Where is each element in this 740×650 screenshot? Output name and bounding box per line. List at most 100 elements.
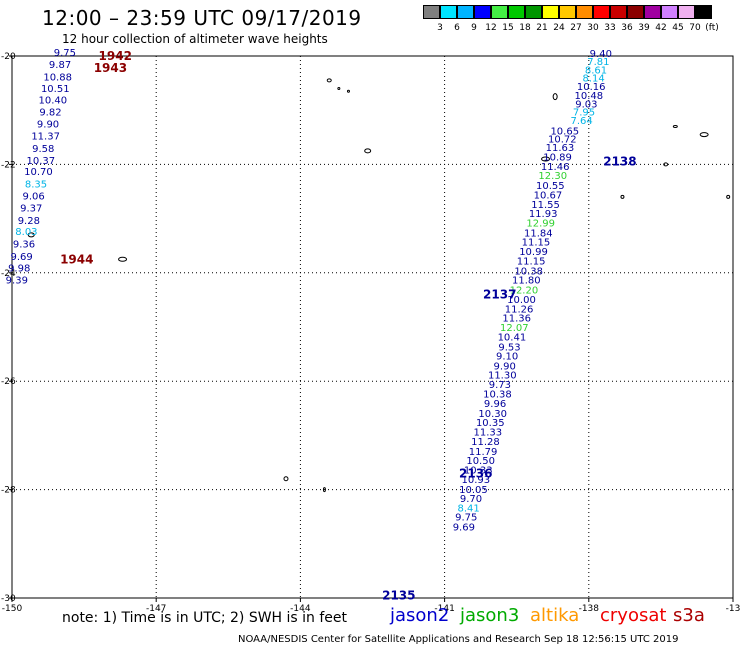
swh-observation-label: 11.93 bbox=[529, 209, 558, 220]
legend-bin-label: 33 bbox=[604, 23, 616, 33]
swh-observation-label: 7.81 bbox=[587, 57, 609, 68]
pass-time-label: 2135 bbox=[382, 588, 415, 602]
legend-bin-label: (ft) bbox=[705, 23, 719, 33]
swh-observation-label: 8.35 bbox=[25, 180, 47, 191]
island-outline bbox=[620, 194, 625, 199]
swh-observation-label: 11.55 bbox=[531, 200, 560, 211]
pass-time-label: 1944 bbox=[60, 252, 93, 266]
lat-tick-label: -24 bbox=[1, 269, 16, 279]
legend-swatch bbox=[559, 5, 576, 19]
island-outline bbox=[541, 156, 551, 162]
pass-time-label: 2138 bbox=[603, 155, 636, 169]
swh-observation-label: 10.55 bbox=[536, 181, 565, 192]
legend-bin-label: 18 bbox=[519, 23, 531, 33]
island-outline bbox=[364, 148, 372, 154]
swh-observation-label: 9.40 bbox=[590, 49, 612, 60]
swh-observation-label: 9.10 bbox=[496, 352, 518, 363]
legend-bin-label: 42 bbox=[655, 23, 667, 33]
swh-observation-label: 10.99 bbox=[519, 247, 548, 258]
legend-bin-label: 45 bbox=[672, 23, 684, 33]
swh-observation-label: 8.41 bbox=[458, 503, 480, 514]
legend-bin-label: 70 bbox=[689, 23, 701, 33]
swh-observation-label: 10.38 bbox=[514, 266, 543, 277]
legend-swatch bbox=[678, 5, 695, 19]
swh-observation-label: 9.98 bbox=[8, 264, 30, 275]
pass-time-label: 2137 bbox=[483, 287, 516, 301]
legend-bin-label: 30 bbox=[587, 23, 599, 33]
legend-swatch bbox=[474, 5, 491, 19]
swh-observation-label: 9.39 bbox=[6, 276, 28, 287]
swh-observation-label: 11.37 bbox=[31, 131, 60, 142]
legend-bin-label: 6 bbox=[454, 23, 460, 33]
legend-swatch bbox=[457, 5, 474, 19]
lon-tick-label: -147 bbox=[146, 604, 166, 614]
swh-observation-label: 11.15 bbox=[517, 257, 546, 268]
swh-observation-label: 10.93 bbox=[462, 475, 491, 486]
lon-tick-label: -150 bbox=[2, 604, 23, 614]
legend-swatch bbox=[423, 5, 440, 19]
swh-observation-label: 10.00 bbox=[507, 295, 536, 306]
pass-time-label: 1942 bbox=[99, 49, 132, 63]
units-note: note: 1) Time is in UTC; 2) SWH is in fe… bbox=[62, 610, 348, 626]
swh-observation-label: 11.36 bbox=[502, 314, 531, 325]
legend-swatch bbox=[627, 5, 644, 19]
legend-bin-label: 15 bbox=[502, 23, 514, 33]
island-outline bbox=[27, 232, 35, 238]
island-outline bbox=[283, 476, 289, 482]
swh-observation-label: 9.90 bbox=[37, 120, 59, 131]
swh-observation-label: 9.82 bbox=[39, 108, 61, 119]
swh-observation-label: 11.15 bbox=[522, 238, 551, 249]
pass-time-label: 1943 bbox=[94, 61, 127, 75]
swh-observation-label: 10.88 bbox=[43, 72, 72, 83]
swh-observation-label: 9.73 bbox=[489, 380, 511, 391]
swh-observation-label: 10.37 bbox=[27, 156, 56, 167]
island-outline bbox=[726, 194, 731, 199]
swh-observation-label: 9.37 bbox=[20, 204, 42, 215]
satellite-legend-item: s3a bbox=[673, 605, 705, 626]
swh-observation-label: 10.70 bbox=[24, 167, 53, 178]
swh-observation-label: 11.30 bbox=[488, 370, 517, 381]
swh-observation-label: 10.48 bbox=[574, 91, 603, 102]
island-outline bbox=[346, 89, 350, 93]
page-title: 12:00 – 23:59 UTC 09/17/2019 bbox=[42, 6, 362, 30]
legend-swatch bbox=[644, 5, 661, 19]
swh-observation-label: 9.03 bbox=[575, 99, 597, 110]
legend-swatch bbox=[576, 5, 593, 19]
swh-observation-label: 7.95 bbox=[573, 108, 595, 119]
swh-observation-label: 8.03 bbox=[15, 227, 37, 238]
island-outline bbox=[552, 93, 558, 101]
legend-swatch bbox=[695, 5, 712, 19]
swh-observation-label: 9.58 bbox=[32, 144, 54, 155]
swh-observation-label: 12.20 bbox=[510, 285, 539, 296]
swh-observation-label: 10.35 bbox=[476, 418, 505, 429]
swh-observation-label: 10.41 bbox=[498, 333, 527, 344]
swh-observation-label: 10.40 bbox=[39, 96, 68, 107]
swh-observation-label: 11.46 bbox=[541, 162, 570, 173]
island-outline bbox=[672, 124, 678, 128]
island-outline bbox=[322, 487, 326, 493]
legend-swatch bbox=[610, 5, 627, 19]
satellite-legend-item: jason3 bbox=[460, 605, 520, 626]
swh-observation-label: 9.75 bbox=[54, 48, 76, 59]
swh-observation-label: 12.99 bbox=[526, 219, 555, 230]
swh-observation-label: 9.69 bbox=[453, 522, 475, 533]
credit-footer: NOAA/NESDIS Center for Satellite Applica… bbox=[238, 634, 679, 645]
swh-observation-label: 9.90 bbox=[494, 361, 516, 372]
swh-observation-label: 9.69 bbox=[10, 252, 32, 263]
island-outline bbox=[337, 87, 341, 91]
lon-tick-label: -141 bbox=[434, 604, 454, 614]
swh-observation-label: 9.53 bbox=[498, 342, 520, 353]
swh-observation-label: 10.33 bbox=[464, 465, 493, 476]
swh-observation-label: 12.30 bbox=[538, 171, 567, 182]
lat-tick-label: -22 bbox=[1, 160, 16, 170]
swh-observation-label: 10.51 bbox=[41, 84, 70, 95]
swh-observation-label: 10.67 bbox=[534, 191, 563, 202]
lat-tick-label: -28 bbox=[1, 486, 16, 496]
swh-observation-label: 9.75 bbox=[455, 512, 477, 523]
legend-bin-label: 9 bbox=[471, 23, 477, 33]
legend-bin-label: 12 bbox=[485, 23, 497, 33]
satellite-legend-item: cryosat bbox=[600, 605, 667, 626]
swh-observation-label: 11.79 bbox=[469, 447, 498, 458]
